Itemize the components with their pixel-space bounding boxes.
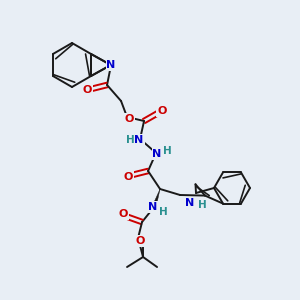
Text: O: O xyxy=(158,106,167,116)
Text: N: N xyxy=(185,198,195,208)
Text: O: O xyxy=(118,209,128,219)
Text: H: H xyxy=(159,207,167,217)
Text: H: H xyxy=(198,200,206,210)
Text: N: N xyxy=(106,60,116,70)
Text: N: N xyxy=(134,135,144,145)
Polygon shape xyxy=(152,189,160,208)
Text: N: N xyxy=(148,202,158,212)
Text: H: H xyxy=(126,135,134,145)
Text: O: O xyxy=(135,236,145,246)
Text: O: O xyxy=(82,85,92,95)
Text: O: O xyxy=(124,114,134,124)
Text: H: H xyxy=(163,146,171,156)
Text: O: O xyxy=(123,172,133,182)
Text: N: N xyxy=(152,149,162,159)
